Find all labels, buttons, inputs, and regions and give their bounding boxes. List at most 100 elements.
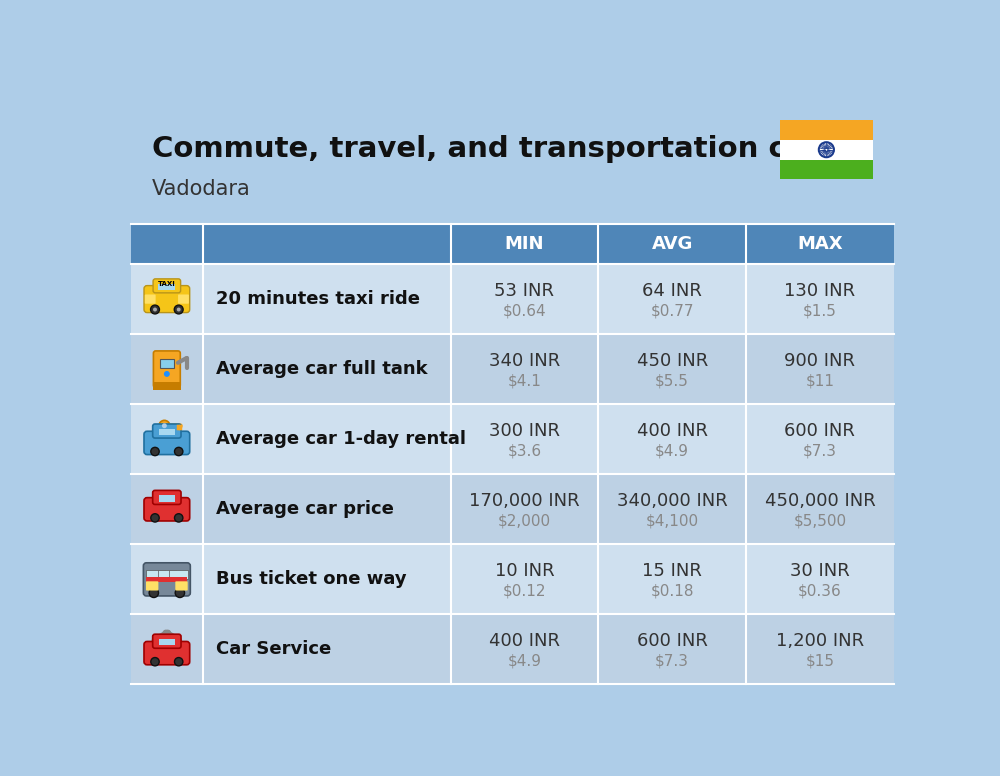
FancyBboxPatch shape xyxy=(153,490,181,504)
Text: MIN: MIN xyxy=(505,235,544,253)
Circle shape xyxy=(163,631,168,636)
FancyBboxPatch shape xyxy=(780,140,873,160)
Circle shape xyxy=(151,305,159,314)
FancyBboxPatch shape xyxy=(144,642,190,665)
Text: 10 INR: 10 INR xyxy=(495,562,554,580)
FancyBboxPatch shape xyxy=(178,294,189,303)
Text: 450 INR: 450 INR xyxy=(637,352,708,369)
Text: 600 INR: 600 INR xyxy=(784,422,855,440)
Circle shape xyxy=(153,307,157,311)
Text: Average car price: Average car price xyxy=(216,501,394,518)
FancyBboxPatch shape xyxy=(131,615,894,684)
Text: $5.5: $5.5 xyxy=(655,373,689,389)
FancyBboxPatch shape xyxy=(145,294,156,303)
Circle shape xyxy=(176,638,181,643)
FancyBboxPatch shape xyxy=(131,264,894,334)
Text: $0.64: $0.64 xyxy=(503,303,546,318)
FancyBboxPatch shape xyxy=(159,495,175,501)
FancyBboxPatch shape xyxy=(159,639,175,646)
FancyBboxPatch shape xyxy=(780,160,873,179)
FancyBboxPatch shape xyxy=(175,581,188,591)
FancyBboxPatch shape xyxy=(780,120,873,140)
FancyBboxPatch shape xyxy=(158,570,176,579)
Circle shape xyxy=(177,307,181,311)
FancyBboxPatch shape xyxy=(131,544,894,615)
FancyBboxPatch shape xyxy=(153,279,181,293)
Text: Average car 1-day rental: Average car 1-day rental xyxy=(216,430,466,449)
Text: 400 INR: 400 INR xyxy=(637,422,708,440)
Text: $5,500: $5,500 xyxy=(793,514,846,528)
Text: $4,100: $4,100 xyxy=(646,514,699,528)
FancyBboxPatch shape xyxy=(146,570,165,579)
Text: $4.9: $4.9 xyxy=(655,444,689,459)
FancyBboxPatch shape xyxy=(146,577,187,582)
Circle shape xyxy=(174,305,183,314)
Text: $15: $15 xyxy=(805,654,834,669)
Circle shape xyxy=(151,657,159,666)
Text: $0.18: $0.18 xyxy=(650,584,694,599)
FancyBboxPatch shape xyxy=(153,634,181,648)
FancyBboxPatch shape xyxy=(131,474,894,544)
Text: 170,000 INR: 170,000 INR xyxy=(469,492,580,510)
Circle shape xyxy=(153,638,157,643)
FancyBboxPatch shape xyxy=(144,431,190,455)
Text: $11: $11 xyxy=(805,373,834,389)
Circle shape xyxy=(164,371,170,377)
Text: 400 INR: 400 INR xyxy=(489,632,560,650)
FancyBboxPatch shape xyxy=(143,563,190,596)
Text: 900 INR: 900 INR xyxy=(784,352,855,369)
FancyBboxPatch shape xyxy=(153,351,180,387)
Text: 340 INR: 340 INR xyxy=(489,352,560,369)
Text: 1,200 INR: 1,200 INR xyxy=(776,632,864,650)
Text: Vadodara: Vadodara xyxy=(152,179,251,199)
Text: 15 INR: 15 INR xyxy=(642,562,702,580)
FancyBboxPatch shape xyxy=(131,334,894,404)
Circle shape xyxy=(159,421,170,431)
FancyBboxPatch shape xyxy=(146,581,158,591)
FancyBboxPatch shape xyxy=(131,224,894,264)
Circle shape xyxy=(175,514,183,522)
Text: Commute, travel, and transportation costs: Commute, travel, and transportation cost… xyxy=(152,134,854,162)
Circle shape xyxy=(175,588,185,598)
Text: 600 INR: 600 INR xyxy=(637,632,708,650)
Text: $4.9: $4.9 xyxy=(507,654,541,669)
Text: $4.1: $4.1 xyxy=(507,373,541,389)
Text: 20 minutes taxi ride: 20 minutes taxi ride xyxy=(216,290,420,308)
Circle shape xyxy=(175,657,183,666)
Text: Average car full tank: Average car full tank xyxy=(216,360,428,378)
Text: Bus ticket one way: Bus ticket one way xyxy=(216,570,407,588)
Text: MAX: MAX xyxy=(797,235,843,253)
Circle shape xyxy=(149,588,159,598)
FancyBboxPatch shape xyxy=(158,284,175,290)
Circle shape xyxy=(151,447,159,456)
Circle shape xyxy=(151,514,159,522)
Text: $3.6: $3.6 xyxy=(507,444,541,459)
Text: $1.5: $1.5 xyxy=(803,303,837,318)
FancyBboxPatch shape xyxy=(153,382,181,390)
Text: Car Service: Car Service xyxy=(216,640,332,659)
Circle shape xyxy=(175,447,183,456)
FancyBboxPatch shape xyxy=(131,404,894,474)
Circle shape xyxy=(165,631,170,636)
FancyBboxPatch shape xyxy=(153,424,181,438)
FancyBboxPatch shape xyxy=(159,428,175,435)
Text: $0.36: $0.36 xyxy=(798,584,842,599)
FancyBboxPatch shape xyxy=(144,497,190,521)
Text: AVG: AVG xyxy=(651,235,693,253)
Text: 30 INR: 30 INR xyxy=(790,562,850,580)
Text: 53 INR: 53 INR xyxy=(494,282,554,300)
Text: 64 INR: 64 INR xyxy=(642,282,702,300)
Text: $2,000: $2,000 xyxy=(498,514,551,528)
Text: TAXI: TAXI xyxy=(158,280,176,286)
Text: 340,000 INR: 340,000 INR xyxy=(617,492,728,510)
Circle shape xyxy=(162,423,167,428)
Text: 130 INR: 130 INR xyxy=(784,282,855,300)
Text: $7.3: $7.3 xyxy=(655,654,689,669)
FancyBboxPatch shape xyxy=(160,359,174,368)
FancyBboxPatch shape xyxy=(169,570,188,579)
Text: 450,000 INR: 450,000 INR xyxy=(765,492,875,510)
FancyBboxPatch shape xyxy=(144,286,190,313)
Text: $0.77: $0.77 xyxy=(650,303,694,318)
Text: $7.3: $7.3 xyxy=(803,444,837,459)
Text: $0.12: $0.12 xyxy=(503,584,546,599)
